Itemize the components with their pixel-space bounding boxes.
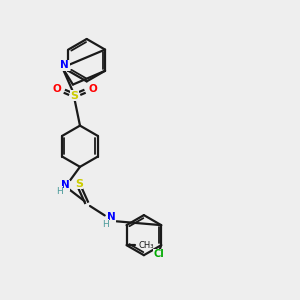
Text: S: S bbox=[75, 179, 83, 189]
Text: CH₃: CH₃ bbox=[139, 241, 154, 250]
Text: Cl: Cl bbox=[154, 249, 164, 259]
Text: N: N bbox=[61, 180, 70, 190]
Text: O: O bbox=[52, 84, 61, 94]
Text: O: O bbox=[88, 84, 97, 94]
Text: N: N bbox=[60, 60, 69, 70]
Text: H: H bbox=[102, 220, 108, 229]
Text: N: N bbox=[107, 212, 116, 222]
Text: H: H bbox=[56, 187, 63, 196]
Text: S: S bbox=[71, 91, 79, 100]
